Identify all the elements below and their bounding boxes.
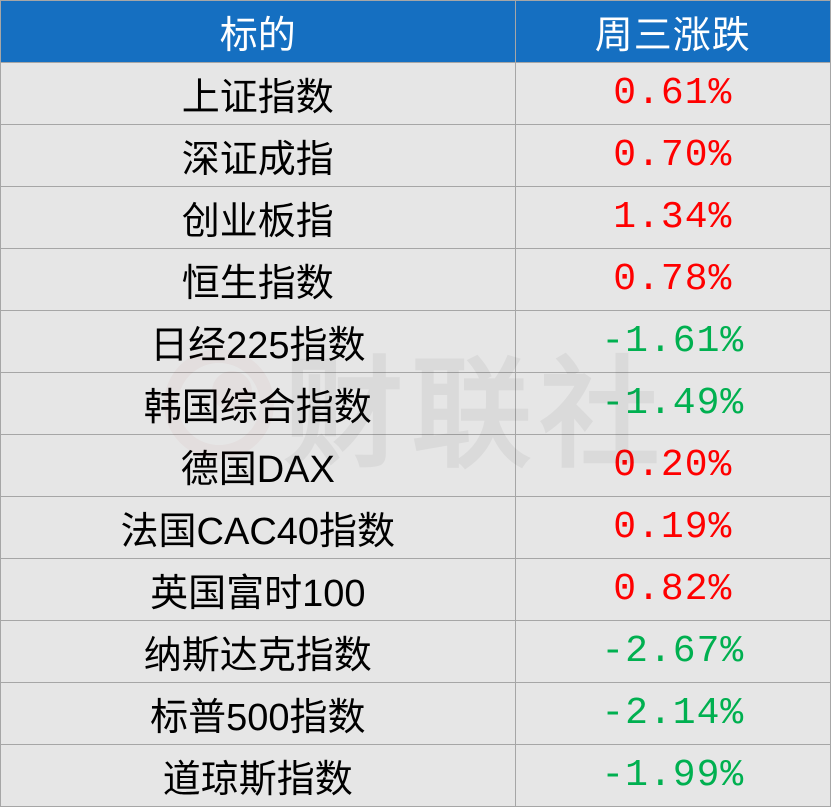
- index-change-cell: -2.67%: [515, 621, 830, 683]
- index-change-cell: 0.19%: [515, 497, 830, 559]
- index-change-cell: 0.20%: [515, 435, 830, 497]
- market-index-table: 标的 周三涨跌 上证指数0.61%深证成指0.70%创业板指1.34%恒生指数0…: [0, 0, 831, 807]
- table-row: 标普500指数-2.14%: [1, 683, 831, 745]
- index-change-cell: 0.61%: [515, 63, 830, 125]
- index-change-cell: 1.34%: [515, 187, 830, 249]
- index-name-cell: 韩国综合指数: [1, 373, 516, 435]
- table-row: 纳斯达克指数-2.67%: [1, 621, 831, 683]
- index-name-cell: 创业板指: [1, 187, 516, 249]
- table-row: 德国DAX0.20%: [1, 435, 831, 497]
- index-name-cell: 恒生指数: [1, 249, 516, 311]
- index-change-cell: -1.61%: [515, 311, 830, 373]
- market-table-container: 财联社 标的 周三涨跌 上证指数0.61%深证成指0.70%创业板指1.34%恒…: [0, 0, 831, 807]
- header-value: 周三涨跌: [515, 1, 830, 63]
- index-change-cell: 0.78%: [515, 249, 830, 311]
- index-change-cell: -2.14%: [515, 683, 830, 745]
- index-name-cell: 德国DAX: [1, 435, 516, 497]
- index-name-cell: 纳斯达克指数: [1, 621, 516, 683]
- index-name-cell: 深证成指: [1, 125, 516, 187]
- index-name-cell: 上证指数: [1, 63, 516, 125]
- table-body: 上证指数0.61%深证成指0.70%创业板指1.34%恒生指数0.78%日经22…: [1, 63, 831, 807]
- index-change-cell: -1.99%: [515, 745, 830, 807]
- table-row: 创业板指1.34%: [1, 187, 831, 249]
- index-name-cell: 日经225指数: [1, 311, 516, 373]
- index-name-cell: 标普500指数: [1, 683, 516, 745]
- table-row: 上证指数0.61%: [1, 63, 831, 125]
- header-name: 标的: [1, 1, 516, 63]
- index-change-cell: 0.70%: [515, 125, 830, 187]
- table-header-row: 标的 周三涨跌: [1, 1, 831, 63]
- table-row: 法国CAC40指数0.19%: [1, 497, 831, 559]
- index-change-cell: -1.49%: [515, 373, 830, 435]
- table-row: 恒生指数0.78%: [1, 249, 831, 311]
- table-row: 道琼斯指数-1.99%: [1, 745, 831, 807]
- table-row: 英国富时1000.82%: [1, 559, 831, 621]
- index-change-cell: 0.82%: [515, 559, 830, 621]
- index-name-cell: 道琼斯指数: [1, 745, 516, 807]
- index-name-cell: 英国富时100: [1, 559, 516, 621]
- table-row: 深证成指0.70%: [1, 125, 831, 187]
- index-name-cell: 法国CAC40指数: [1, 497, 516, 559]
- table-row: 日经225指数-1.61%: [1, 311, 831, 373]
- table-row: 韩国综合指数-1.49%: [1, 373, 831, 435]
